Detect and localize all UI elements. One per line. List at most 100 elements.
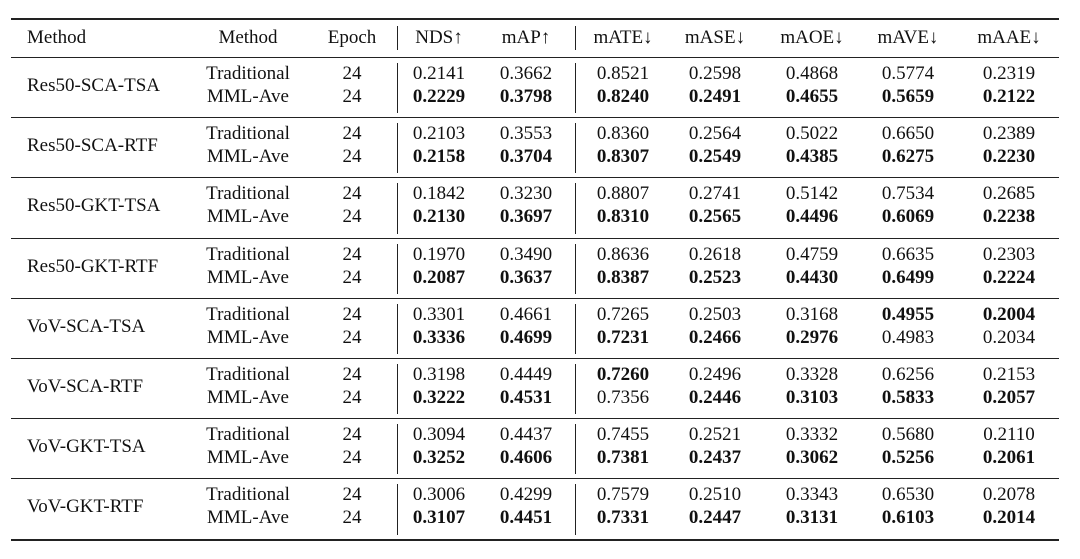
- metric-value: 0.8387: [596, 266, 650, 288]
- row-epoch: 24: [342, 146, 362, 168]
- metric-value: 0.2004: [982, 303, 1036, 325]
- metric-value: 0.2491: [688, 86, 742, 107]
- metric-value: 0.8307: [596, 146, 650, 168]
- row-method: Traditional: [206, 424, 290, 446]
- metric-value: 0.7356: [596, 387, 650, 408]
- metric-value: 0.4385: [785, 146, 839, 168]
- metric-value: 0.3336: [412, 326, 466, 348]
- row-method: MML-Ave: [207, 86, 289, 107]
- metric-value: 0.2224: [982, 266, 1036, 288]
- metric-value: 0.2153: [982, 364, 1036, 385]
- table-rule: [11, 117, 1059, 119]
- metric-value: 0.6650: [881, 123, 935, 145]
- metric-value: 0.2618: [688, 243, 742, 265]
- header-maoe: mAOE↓: [780, 27, 844, 48]
- metric-value: 0.6256: [881, 364, 935, 385]
- metric-value: 0.3328: [785, 364, 839, 385]
- header-maae: mAAE↓: [977, 27, 1041, 48]
- header-nds: NDS↑: [415, 27, 463, 48]
- metric-value: 0.2565: [688, 206, 742, 228]
- metric-value: 0.8310: [596, 206, 650, 228]
- column-separator: [397, 364, 398, 415]
- row-epoch: 24: [342, 507, 362, 529]
- row-epoch: 24: [342, 183, 362, 205]
- header-mate: mATE↓: [593, 27, 653, 48]
- row-method: MML-Ave: [207, 206, 289, 228]
- metric-value: 0.3343: [785, 484, 839, 506]
- metric-value: 0.3490: [499, 243, 553, 265]
- metric-value: 0.7260: [596, 364, 650, 385]
- metric-value: 0.3094: [412, 424, 466, 446]
- column-separator: [397, 26, 398, 50]
- group-name: VoV-SCA-RTF: [27, 376, 144, 397]
- metric-value: 0.1842: [412, 183, 466, 205]
- metric-value: 0.3107: [412, 507, 466, 529]
- metric-value: 0.2523: [688, 266, 742, 288]
- header-mave: mAVE↓: [877, 27, 939, 48]
- metric-value: 0.5659: [881, 86, 935, 107]
- row-method: MML-Ave: [207, 146, 289, 168]
- metric-value: 0.4449: [499, 364, 553, 385]
- metric-value: 0.6530: [881, 484, 935, 506]
- row-method: Traditional: [206, 123, 290, 145]
- metric-value: 0.4299: [499, 484, 553, 506]
- column-separator: [575, 303, 576, 354]
- metric-value: 0.6069: [881, 206, 935, 228]
- metric-value: 0.3006: [412, 484, 466, 506]
- metric-value: 0.6499: [881, 266, 935, 288]
- metric-value: 0.5680: [881, 424, 935, 446]
- metric-value: 0.2057: [982, 387, 1036, 408]
- metric-value: 0.4661: [499, 303, 553, 325]
- metric-value: 0.2087: [412, 266, 466, 288]
- metric-value: 0.7231: [596, 326, 650, 348]
- metric-value: 0.5833: [881, 387, 935, 408]
- metric-value: 0.2549: [688, 146, 742, 168]
- table-rule: [11, 237, 1059, 239]
- row-method: MML-Ave: [207, 447, 289, 469]
- row-epoch: 24: [342, 123, 362, 145]
- column-separator: [397, 183, 398, 234]
- metric-value: 0.6103: [881, 507, 935, 529]
- metric-value: 0.4496: [785, 206, 839, 228]
- table-rule: [11, 478, 1059, 480]
- row-method: Traditional: [206, 484, 290, 506]
- metric-value: 0.2685: [982, 183, 1036, 205]
- metric-value: 0.3252: [412, 447, 466, 469]
- table-rule: [11, 297, 1059, 299]
- row-method: Traditional: [206, 303, 290, 325]
- metric-value: 0.2510: [688, 484, 742, 506]
- table-rule-thick: [11, 538, 1059, 541]
- metric-value: 0.4759: [785, 243, 839, 265]
- metric-value: 0.2303: [982, 243, 1036, 265]
- row-epoch: 24: [342, 63, 362, 84]
- metric-value: 0.2564: [688, 123, 742, 145]
- metric-value: 0.3222: [412, 387, 466, 408]
- metric-value: 0.8360: [596, 123, 650, 145]
- row-epoch: 24: [342, 206, 362, 228]
- metric-value: 0.3230: [499, 183, 553, 205]
- header-map: mAP↑: [501, 27, 551, 48]
- row-epoch: 24: [342, 266, 362, 288]
- row-method: Traditional: [206, 183, 290, 205]
- column-separator: [397, 484, 398, 535]
- metric-value: 0.2078: [982, 484, 1036, 506]
- metric-value: 0.8521: [596, 63, 650, 84]
- metric-value: 0.3798: [499, 86, 553, 107]
- header-epoch: Epoch: [327, 27, 377, 48]
- metric-value: 0.4655: [785, 86, 839, 107]
- row-method: Traditional: [206, 364, 290, 385]
- column-separator: [575, 123, 576, 174]
- column-separator: [575, 484, 576, 535]
- metric-value: 0.5022: [785, 123, 839, 145]
- row-epoch: 24: [342, 484, 362, 506]
- metric-value: 0.2319: [982, 63, 1036, 84]
- metric-value: 0.2389: [982, 123, 1036, 145]
- metric-value: 0.2141: [412, 63, 466, 84]
- metric-value: 0.2110: [983, 424, 1035, 446]
- metric-value: 0.3062: [785, 447, 839, 469]
- row-epoch: 24: [342, 424, 362, 446]
- metric-value: 0.2976: [785, 326, 839, 348]
- metric-value: 0.2437: [688, 447, 742, 469]
- row-method: MML-Ave: [207, 387, 289, 408]
- group-name: Res50-GKT-TSA: [27, 195, 161, 217]
